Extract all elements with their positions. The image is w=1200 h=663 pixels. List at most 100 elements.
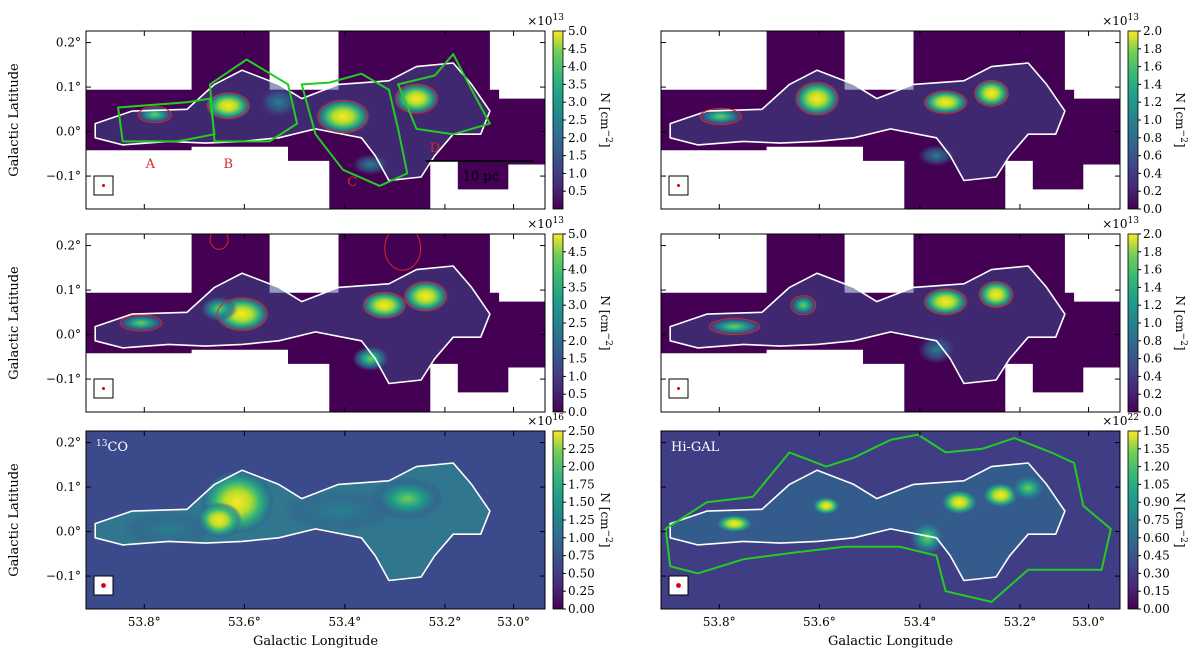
y-tick-label: 0.1° xyxy=(56,80,81,94)
colorbar-tick-label: 0.6 xyxy=(1143,352,1162,366)
colorbar-label-exp: −2 xyxy=(603,333,613,346)
colorbar-tick-label: 2.50 xyxy=(568,424,595,438)
colorbar-tick-label: 1.05 xyxy=(1143,477,1170,491)
colorbar-multiplier: ×1022 xyxy=(1102,413,1139,428)
x-axis-label: Galactic Longitude xyxy=(253,634,378,649)
colorbar-tick-label: 1.0 xyxy=(568,166,587,180)
colorbar-label-main: N [cm xyxy=(1173,295,1187,333)
multiplier-exp: 13 xyxy=(1128,13,1140,23)
colorbar-tick-label: 0.25 xyxy=(568,584,595,598)
colorbar-tick-label: 0.75 xyxy=(568,549,595,563)
multiplier-exp: 22 xyxy=(1128,413,1139,423)
contour-white xyxy=(669,62,1066,182)
multiplier-base: ×10 xyxy=(1102,14,1127,28)
multiplier-base: ×10 xyxy=(1102,217,1127,231)
title-main: HCN xyxy=(96,243,129,258)
colorbar-tick-label: 4.5 xyxy=(568,245,587,259)
y-axis-label: Galactic Latitude xyxy=(7,463,22,577)
x-tick-label: 53.8° xyxy=(703,615,736,629)
title-mid: H xyxy=(688,243,699,258)
emission-peak xyxy=(122,511,215,547)
panel-title: Hi-GAL xyxy=(671,440,720,455)
colorbar-multiplier: ×1013 xyxy=(1102,216,1139,231)
cloud-fill xyxy=(95,63,490,181)
contour-white xyxy=(94,462,491,582)
colorbar-tick-label: 0.5 xyxy=(568,184,587,198)
cloud-fill xyxy=(670,266,1065,384)
title-sub: 2 xyxy=(682,252,688,262)
panel-frame xyxy=(85,233,546,413)
colorbar-tick-label: 1.0 xyxy=(568,369,587,383)
panel-title: HCN xyxy=(96,243,129,258)
x-tick-label: 53.4° xyxy=(329,615,362,629)
colorbar-tick-label: 0.2 xyxy=(1143,387,1162,401)
panel-frame xyxy=(85,30,546,210)
colorbar-tick-label: 3.5 xyxy=(568,77,587,91)
colorbar-tick-label: 0.60 xyxy=(1143,531,1170,545)
contour-red xyxy=(404,281,447,312)
colorbar-tick-label: 0.0 xyxy=(568,405,587,419)
emission-peak xyxy=(136,105,174,124)
emission-peak xyxy=(940,489,978,515)
contour-red xyxy=(216,297,268,331)
colorbar-tick-label: 4.5 xyxy=(568,42,587,56)
contour-red xyxy=(384,234,422,271)
colorbar-label-end: ] xyxy=(1173,346,1187,351)
panel-map-5 xyxy=(661,431,1120,609)
colorbar-label-main: N [cm xyxy=(598,92,612,130)
multiplier-exp: 13 xyxy=(553,13,565,23)
colorbar-tick-label: 1.2 xyxy=(1143,95,1162,109)
colorbar-tick-label: 1.4 xyxy=(1143,280,1162,294)
y-tick-label: 0.2° xyxy=(56,36,81,50)
emission-peak xyxy=(697,107,744,126)
colorbar-tick-label: 1.8 xyxy=(1143,245,1162,259)
emission-peak xyxy=(361,290,408,320)
x-tick-label: 53.0° xyxy=(1072,615,1105,629)
beam-marker xyxy=(102,387,105,390)
beam-marker xyxy=(676,583,681,588)
y-tick-label: −0.1° xyxy=(46,372,81,386)
colorbar-tick-label: 0.00 xyxy=(568,602,595,616)
colorbar-tick-label: 0.5 xyxy=(568,387,587,401)
panel-3: N2H+2.01.81.61.41.21.00.80.60.40.20.0×10… xyxy=(660,216,1188,419)
panel-frame xyxy=(660,233,1121,413)
colorbar xyxy=(1127,430,1139,610)
contour-white xyxy=(669,462,1066,582)
contour-white xyxy=(669,265,1066,385)
contour-red xyxy=(924,288,967,315)
contour-red xyxy=(137,106,172,124)
colorbar-tick-label: 1.35 xyxy=(1143,442,1170,456)
panel-map-3 xyxy=(661,234,1120,412)
colorbar-label-end: ] xyxy=(598,143,612,148)
colorbar-tick-label: 1.75 xyxy=(568,477,595,491)
contour-red xyxy=(924,90,967,114)
title-sup: + xyxy=(128,39,136,49)
emission-peak xyxy=(205,91,252,120)
y-tick-label: 0.0° xyxy=(56,328,81,342)
y-tick-label: 0.0° xyxy=(56,125,81,139)
colorbar-multiplier: ×1016 xyxy=(527,413,564,428)
contour-red xyxy=(974,79,1009,107)
colorbar xyxy=(1127,233,1139,413)
contour-red xyxy=(795,82,839,116)
contour-red xyxy=(209,234,229,250)
colorbar-tick-label: 1.8 xyxy=(1143,42,1162,56)
colorbar-multiplier: ×1013 xyxy=(527,216,564,231)
colorbar xyxy=(552,233,564,413)
beam-marker xyxy=(101,583,106,588)
title-main: CO xyxy=(107,440,128,455)
contour-red xyxy=(363,291,406,319)
colorbar-tick-label: 2.0 xyxy=(1143,227,1162,241)
colorbar-label: N [cm−2] xyxy=(1173,492,1188,547)
colorbar-label-exp: −2 xyxy=(1178,530,1188,543)
emission-peak xyxy=(794,80,841,117)
region-outline-green xyxy=(208,58,299,143)
colorbar-tick-label: 1.50 xyxy=(1143,424,1170,438)
colorbar-tick-label: 1.4 xyxy=(1143,77,1162,91)
colorbar-tick-label: 5.0 xyxy=(568,24,587,38)
colorbar xyxy=(1127,30,1139,210)
colorbar-tick-label: 3.0 xyxy=(568,298,587,312)
colorbar-label-main: N [cm xyxy=(598,492,612,530)
y-tick-label: 0.0° xyxy=(56,525,81,539)
